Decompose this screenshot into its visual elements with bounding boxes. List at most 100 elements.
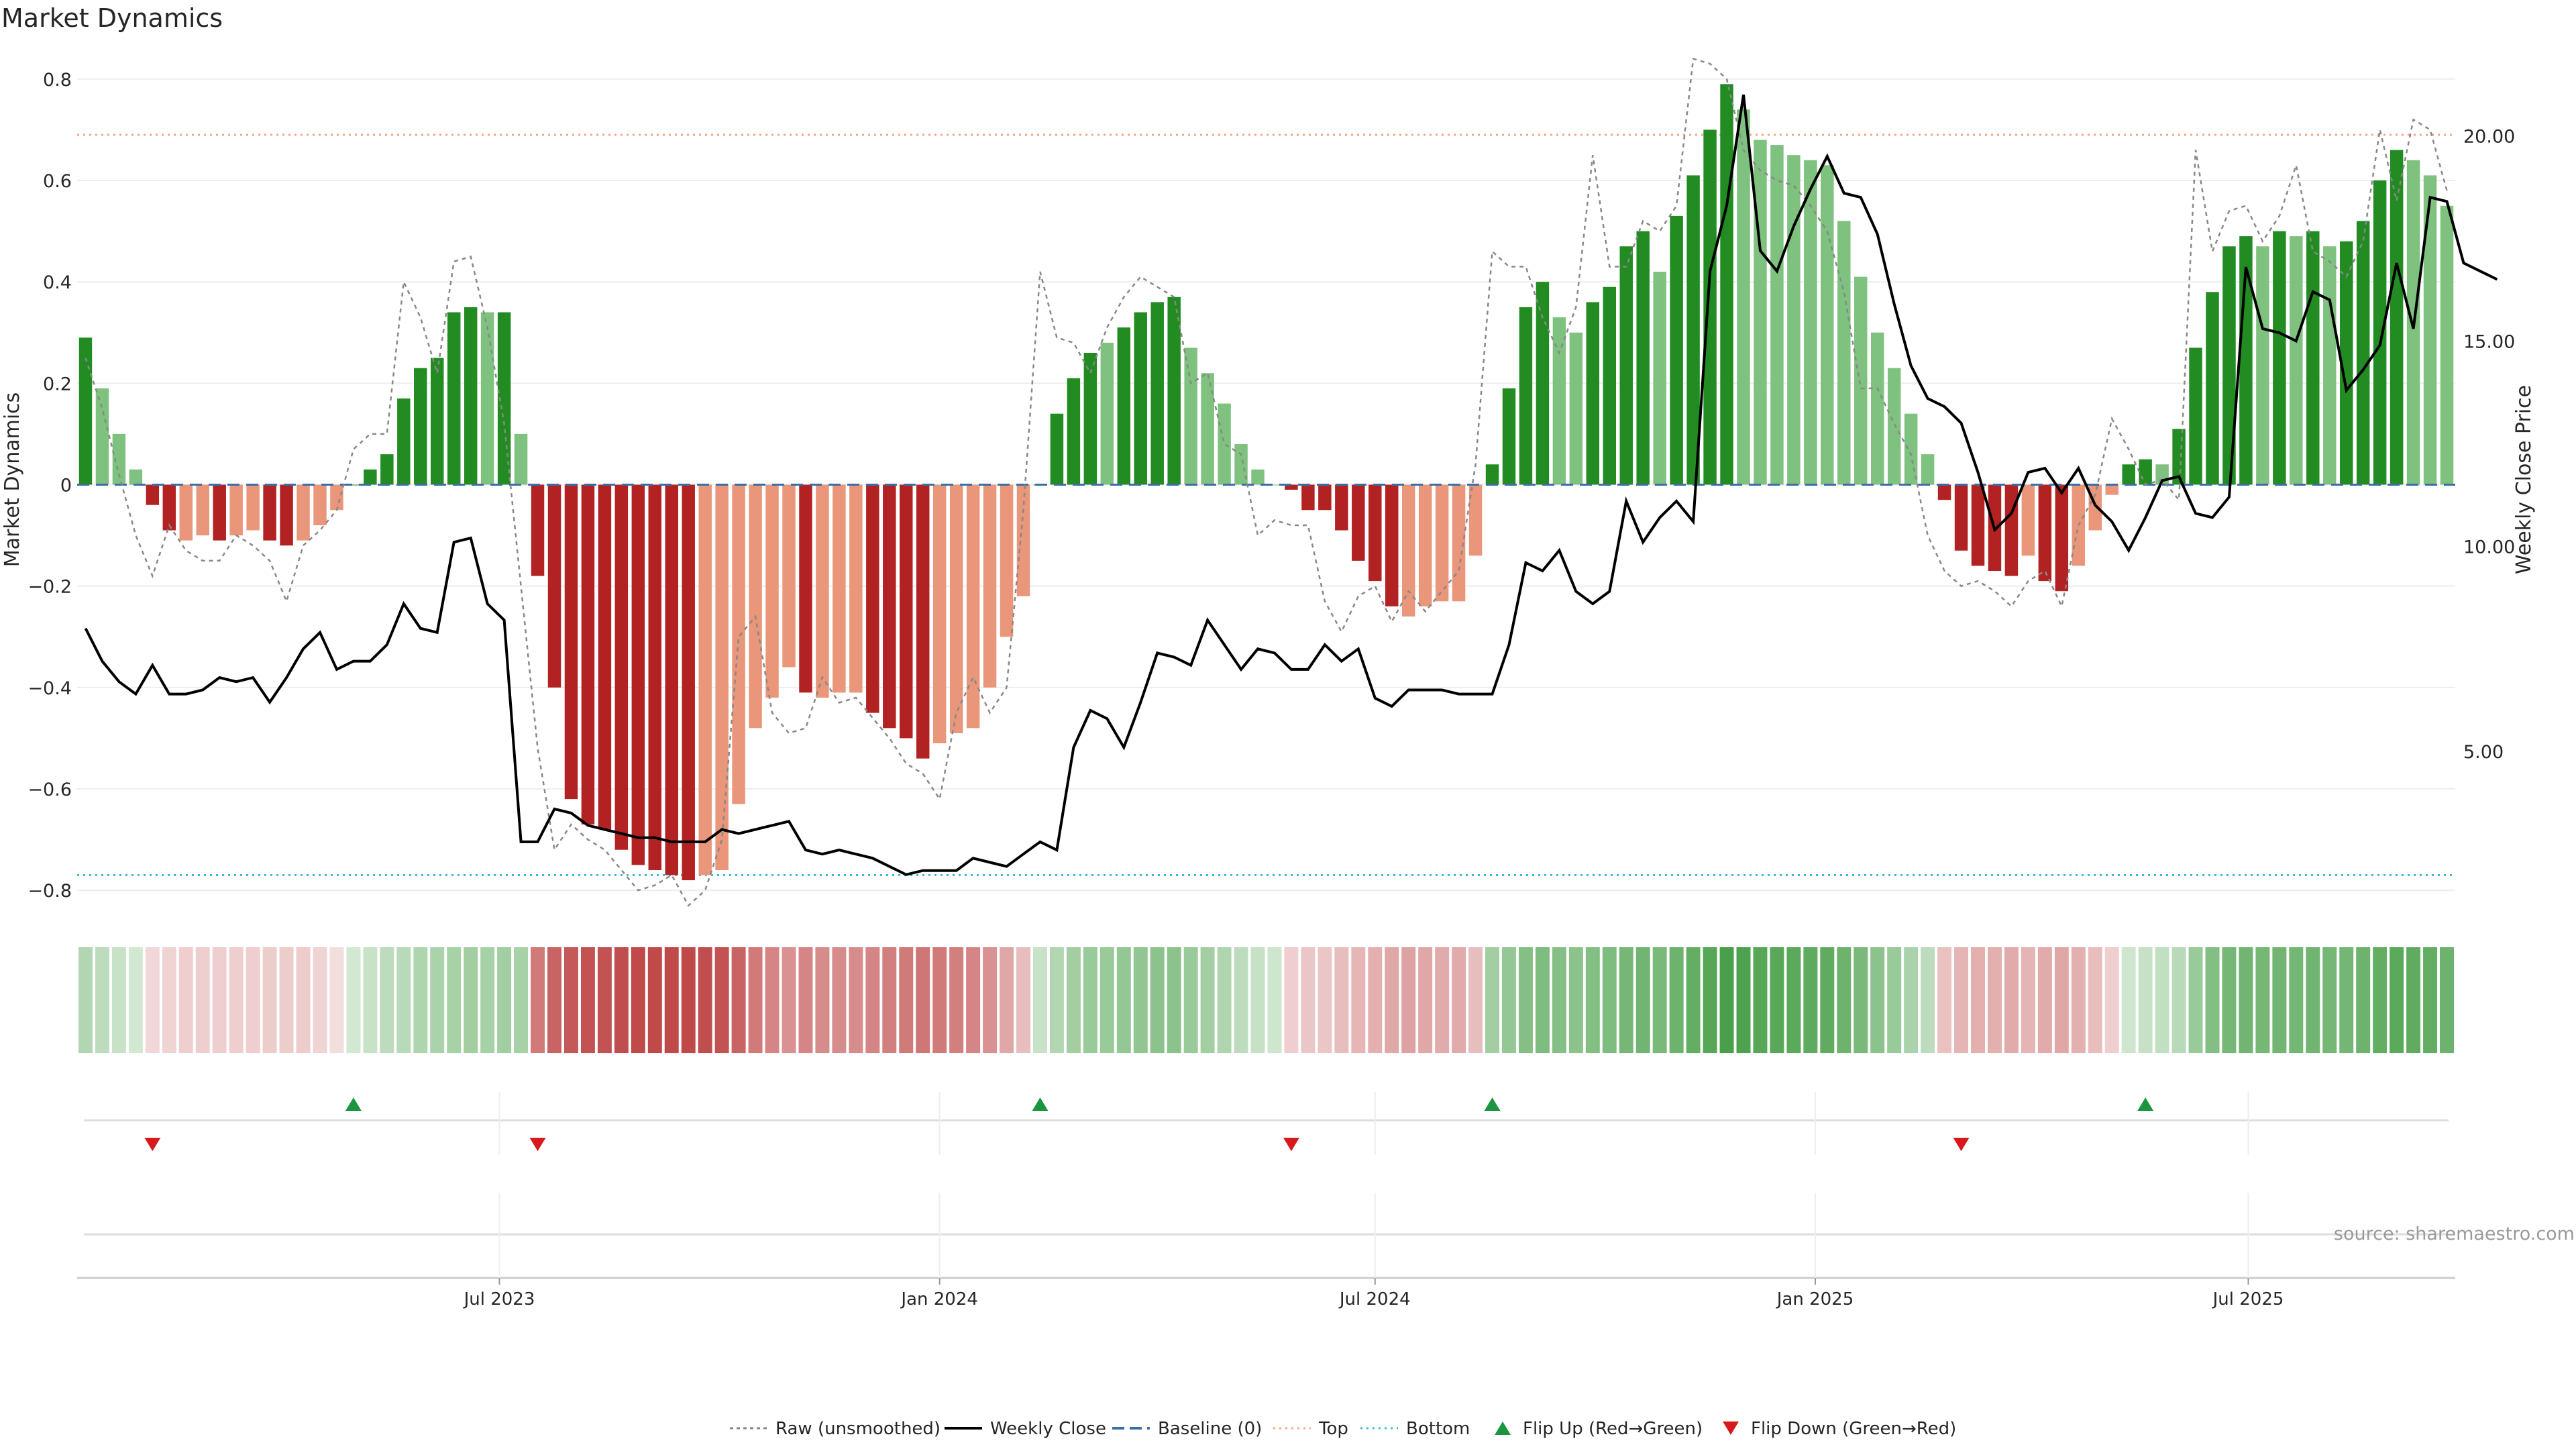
legend: Raw (unsmoothed) Weekly Close Baseline (0)…: [730, 1419, 1956, 1439]
dynamics-bar: [1787, 155, 1801, 485]
dynamics-bar: [297, 484, 310, 541]
dynamics-bar: [932, 484, 947, 743]
intensity-cell: [1016, 947, 1030, 1053]
intensity-cell: [1250, 947, 1265, 1053]
dynamics-bar: [447, 312, 461, 485]
intensity-cell: [614, 947, 629, 1053]
intensity-cell: [1301, 947, 1316, 1053]
legend-flip-down-label: Flip Down (Green→Red): [1751, 1419, 1956, 1439]
dynamics-bar: [1804, 160, 1817, 485]
intensity-cell: [1418, 947, 1433, 1053]
intensity-cell: [95, 947, 109, 1053]
legend-flip-up-swatch: [1495, 1421, 1511, 1435]
intensity-cell: [916, 947, 930, 1053]
intensity-cell: [1987, 947, 2002, 1053]
dynamics-bar: [1586, 302, 1600, 485]
intensity-cell: [1904, 947, 1919, 1053]
dynamics-bar: [1921, 454, 1935, 485]
dynamics-bar: [1368, 484, 1382, 582]
y-tick-label: 0.2: [43, 374, 72, 394]
intensity-cell: [983, 947, 998, 1053]
intensity-cell: [815, 947, 830, 1053]
dynamics-bar: [2256, 246, 2269, 485]
intensity-cell: [1351, 947, 1366, 1053]
intensity-cell: [2155, 947, 2169, 1053]
dynamics-bar: [799, 484, 812, 693]
dynamics-bar: [2222, 246, 2236, 485]
dynamics-bar: [380, 454, 394, 485]
intensity-cell: [1719, 947, 1734, 1053]
intensity-cell: [128, 947, 143, 1053]
dynamics-bar: [2440, 205, 2454, 485]
intensity-cell: [346, 947, 361, 1053]
legend-weekly-close-label: Weekly Close: [990, 1419, 1106, 1439]
y-tick-label: −0.2: [28, 577, 72, 598]
dynamics-bar: [1418, 484, 1432, 606]
intensity-cell: [714, 947, 729, 1053]
dynamics-bar: [1703, 129, 1717, 485]
dynamics-bar: [213, 484, 226, 541]
intensity-cell: [262, 947, 277, 1053]
dynamics-bar: [1000, 484, 1014, 637]
dynamics-bar: [95, 388, 109, 485]
y-tick-label: 0.8: [43, 70, 72, 91]
intensity-cell: [246, 947, 260, 1053]
flip-up-marker: [1484, 1097, 1501, 1111]
dynamics-bar: [665, 484, 678, 875]
intensity-cell: [1049, 947, 1064, 1053]
intensity-cell: [162, 947, 176, 1053]
intensity-cell: [1183, 947, 1198, 1053]
intensity-cell: [2021, 947, 2035, 1053]
dynamics-bar: [698, 484, 712, 875]
dynamics-bar: [162, 484, 176, 531]
dynamics-bar: [782, 484, 796, 667]
intensity-cell: [1234, 947, 1248, 1053]
intensity-cell: [798, 947, 813, 1053]
dynamics-bar: [1452, 484, 1466, 602]
dynamics-bar: [1167, 297, 1181, 485]
dynamics-bar: [732, 484, 745, 804]
dynamics-bar: [397, 398, 411, 485]
intensity-cell: [2138, 947, 2153, 1053]
intensity-strip: [78, 947, 2455, 1053]
dynamics-bar: [682, 484, 695, 881]
intensity-cell: [1602, 947, 1617, 1053]
intensity-cell: [413, 947, 428, 1053]
intensity-cell: [1452, 947, 1466, 1053]
intensity-cell: [1887, 947, 1902, 1053]
dynamics-bar: [581, 484, 595, 824]
dynamics-bar: [1720, 84, 1733, 485]
intensity-cell: [2373, 947, 2387, 1053]
dynamics-bar: [497, 312, 511, 485]
dynamics-bar: [1335, 484, 1348, 531]
intensity-cell: [1686, 947, 1701, 1053]
dynamics-bar: [1569, 332, 1583, 485]
intensity-cell: [296, 947, 311, 1053]
intensity-cell: [580, 947, 595, 1053]
intensity-cell: [2423, 947, 2438, 1053]
intensity-cell: [647, 947, 662, 1053]
dynamics-bar: [1971, 484, 1985, 566]
flip-down-marker: [529, 1138, 546, 1151]
dynamics-bar: [1083, 352, 1097, 485]
intensity-cell: [1971, 947, 1985, 1053]
intensity-cell: [2222, 947, 2237, 1053]
intensity-cell: [1200, 947, 1215, 1053]
flip-down-marker: [1283, 1138, 1299, 1151]
intensity-cell: [2356, 947, 2371, 1053]
intensity-cell: [1803, 947, 1818, 1053]
dynamics-bar: [1050, 413, 1064, 485]
intensity-cell: [1954, 947, 1969, 1053]
dynamics-bar: [1519, 307, 1533, 485]
intensity-cell: [1318, 947, 1332, 1053]
dynamics-bar: [112, 433, 126, 485]
intensity-cell: [681, 947, 696, 1053]
intensity-cell: [949, 947, 964, 1053]
intensity-cell: [1921, 947, 1935, 1053]
right-y-axis-ticks: 20.00 15.00 10.00 5.00: [2463, 126, 2515, 763]
intensity-cell: [2272, 947, 2287, 1053]
intensity-cell: [1652, 947, 1667, 1053]
dynamics-bar: [1552, 317, 1566, 485]
dynamics-bar: [414, 368, 427, 485]
dynamics-bar: [1870, 332, 1884, 485]
